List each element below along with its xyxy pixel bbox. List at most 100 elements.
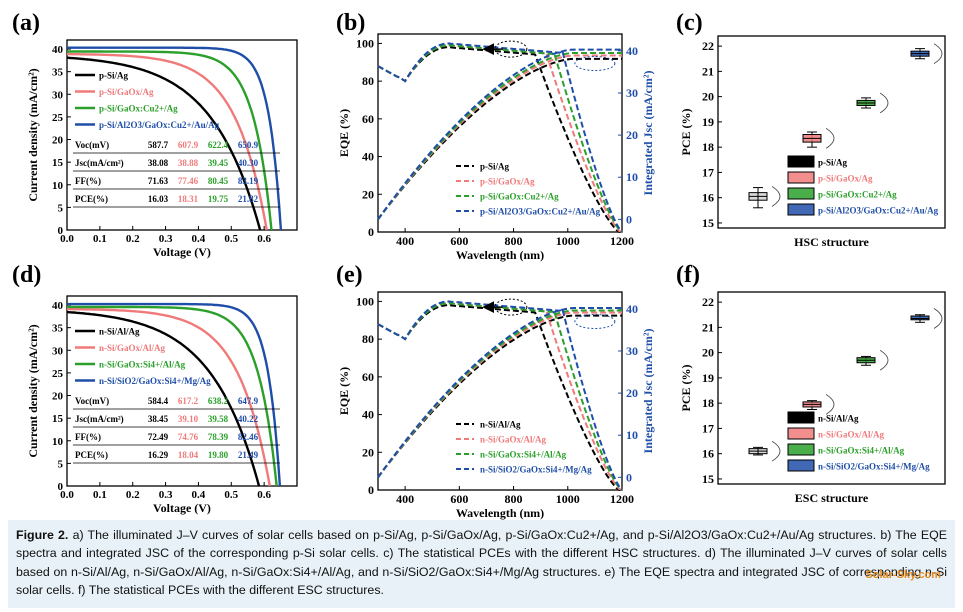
y-axis-label: EQE (%): [337, 367, 351, 415]
y-tick-label: 5: [58, 458, 64, 470]
legend-label: n-Si/GaOx/Al/Ag: [480, 435, 547, 445]
legend-label: p-Si/GaOx/Ag: [99, 87, 154, 97]
jv-curve: [67, 305, 278, 487]
y-tick-label: 21: [702, 64, 714, 78]
y-tick-label: 15: [702, 472, 714, 486]
eqe-curve: [377, 46, 622, 233]
y-axis-label: PCE (%): [679, 109, 693, 156]
distribution-curve: [879, 349, 889, 371]
y2-tick-label: 10: [626, 170, 638, 184]
legend-label: p-Si/Ag: [818, 158, 848, 168]
eqe-curve: [377, 302, 623, 491]
legend-label: n-Si/Al/Ag: [818, 414, 859, 424]
x-tick-label: 600: [450, 492, 468, 506]
table-row-header: PCE(%): [75, 194, 108, 204]
table-row-header: Voc(mV): [75, 396, 109, 406]
legend-label: p-Si/Al2O3/GaOx:Cu2+/Au/Ag: [99, 120, 220, 130]
y-tick-label: 40: [362, 150, 374, 164]
y-tick-label: 40: [52, 300, 64, 312]
x-tick-label: 0.1: [93, 489, 107, 501]
y-tick-label: 15: [52, 413, 64, 425]
y-tick-label: 30: [52, 89, 64, 101]
y-axis-label: PCE (%): [679, 365, 693, 412]
figure-caption: Figure 2. a) The illuminated J–V curves …: [8, 520, 955, 608]
y2-tick-label: 30: [626, 86, 638, 100]
y2-tick-label: 10: [626, 428, 638, 442]
table-cell: 40.22: [238, 414, 259, 424]
legend-swatch: [787, 427, 815, 440]
y-tick-label: 0: [368, 483, 374, 497]
legend-swatch: [787, 459, 815, 472]
x-tick-label: 1000: [556, 492, 580, 506]
x-tick-label: 0.0: [60, 233, 74, 245]
legend-swatch: [787, 155, 815, 168]
legend-label: n-Si/GaOx/Al/Ag: [818, 430, 885, 440]
y-tick-label: 30: [52, 345, 64, 357]
y-tick-label: 18: [702, 396, 714, 410]
y-tick-label: 15: [702, 216, 714, 230]
caption-text: a) The illuminated J–V curves of solar c…: [16, 528, 947, 598]
box-chart-5: (f) 15 16 17 18 19 20 21 22 ESC structure PCE (%) n…: [676, 262, 946, 505]
y-tick-label: 0: [58, 225, 64, 237]
y2-tick-label: 20: [626, 128, 638, 142]
eqe-curve: [377, 42, 623, 233]
x-tick-label: 800: [505, 234, 523, 248]
y-tick-label: 10: [52, 436, 64, 448]
table-row-header: Voc(mV): [75, 140, 109, 150]
table-cell: 39.58: [208, 414, 229, 424]
x-tick-label: 0.6: [257, 233, 271, 245]
y-tick-label: 60: [362, 370, 374, 384]
legend-label: n-Si/Al/Ag: [99, 327, 140, 337]
x-tick-label: 0.4: [192, 489, 206, 501]
x-tick-label: 600: [450, 234, 468, 248]
eqe-chart-1: (b)400 600 800 1000 120002040608010001020304…: [336, 10, 655, 262]
x-tick-label: 0.2: [126, 233, 140, 245]
y-tick-label: 20: [702, 346, 714, 360]
table-cell: 83.19: [238, 176, 259, 186]
x-axis-label: Wavelength (nm): [456, 248, 544, 262]
table-row-header: FF(%): [75, 176, 101, 186]
jv-curve: [66, 310, 261, 487]
y-tick-label: 15: [52, 157, 64, 169]
distribution-curve: [771, 186, 781, 207]
table-cell: 622.4: [208, 140, 229, 150]
y-tick-label: 19: [702, 115, 714, 129]
jv-curve: [67, 52, 268, 231]
panel-label: (c): [676, 10, 703, 36]
plot-frame: [717, 35, 946, 229]
y-tick-label: 19: [702, 371, 714, 385]
y-tick-label: 20: [362, 187, 374, 201]
eqe-curve: [377, 304, 622, 491]
y-tick-label: 20: [52, 391, 64, 403]
distribution-curve: [771, 440, 781, 462]
box-chart-2: (c) 15 16 17 18 19 20 21 22 HSC structure PCE (%) p…: [676, 10, 946, 249]
highlight-ellipse: [494, 298, 528, 316]
x-tick-label: 1000: [556, 234, 580, 248]
table-cell: 78.39: [208, 432, 229, 442]
table-cell: 38.88: [178, 158, 199, 168]
y-axis-label: Current density (mA/cm²): [26, 324, 40, 457]
plot-frame: [377, 291, 623, 491]
table-cell: 587.7: [148, 140, 169, 150]
y-tick-label: 60: [362, 112, 374, 126]
table-cell: 21.49: [238, 450, 259, 460]
y-tick-label: 5: [58, 202, 64, 214]
eqe-curve: [377, 300, 623, 491]
panel-label: (e): [336, 262, 363, 288]
legend-label: n-Si/SiO2/GaOx:Si4+/Mg/Ag: [480, 465, 592, 475]
legend-label: n-Si/GaOx/Al/Ag: [99, 343, 166, 353]
legend-swatch: [787, 443, 815, 456]
integrated-jsc-curve: [377, 48, 622, 220]
x-tick-label: 0.4: [192, 233, 206, 245]
y-tick-label: 80: [362, 74, 374, 88]
table-cell: 38.08: [148, 158, 169, 168]
panel-label: (f): [676, 262, 700, 288]
y2-tick-label: 0: [626, 470, 632, 484]
y2-tick-label: 30: [626, 344, 638, 358]
table-cell: 39.10: [178, 414, 199, 424]
y2-axis-label: Integrated Jsc (mA/cm²): [641, 71, 655, 196]
y-tick-label: 16: [702, 447, 714, 461]
x-axis-label: Voltage (V): [153, 501, 211, 515]
x-tick-label: 800: [505, 492, 523, 506]
jv-curve: [66, 56, 262, 231]
